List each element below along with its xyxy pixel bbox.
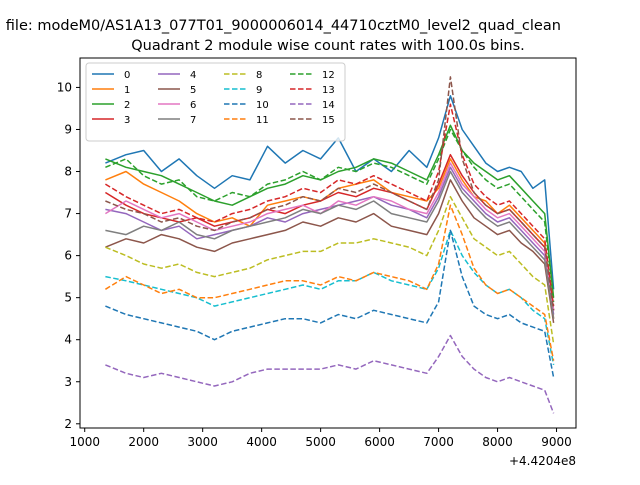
series-line-11: [105, 204, 555, 361]
legend-box: [85, 62, 346, 142]
legend-label-4: 4: [190, 70, 196, 81]
legend-label-8: 8: [256, 70, 262, 81]
x-tick-label: 1000: [69, 435, 100, 449]
legend-label-6: 6: [190, 100, 196, 111]
legend-label-15: 15: [322, 115, 335, 126]
plot-area: [105, 76, 555, 414]
x-axis: 1000 2000 3000 4000 5000 6000 7000 8000 9000: [69, 428, 572, 449]
legend-label-14: 14: [322, 100, 335, 111]
y-tick-label: 9: [64, 122, 72, 136]
y-axis: 2 3 4 5 6 7 8 9 10: [57, 80, 80, 431]
legend-label-1: 1: [124, 85, 130, 96]
legend-label-3: 3: [124, 115, 130, 126]
x-tick-label: 5000: [305, 435, 336, 449]
legend-label-7: 7: [190, 115, 196, 126]
series-line-7: [105, 170, 555, 319]
series-line-15: [105, 76, 555, 311]
axes-frame: [79, 57, 577, 429]
y-tick-label: 10: [57, 80, 72, 94]
series-line-0: [105, 95, 555, 290]
y-tick-label: 7: [64, 207, 72, 221]
series-line-13: [105, 103, 555, 307]
legend-label-11: 11: [256, 115, 269, 126]
y-tick-label: 3: [64, 375, 72, 389]
legend-label-12: 12: [322, 70, 335, 81]
y-tick-label: 6: [64, 249, 72, 263]
series-line-5: [105, 179, 555, 324]
legend-label-5: 5: [190, 85, 196, 96]
legend-label-9: 9: [256, 85, 262, 96]
legend-label-2: 2: [124, 100, 130, 111]
legend-label-10: 10: [256, 100, 269, 111]
x-tick-label: 4000: [246, 435, 277, 449]
series-line-14: [105, 334, 555, 414]
y-tick-label: 5: [64, 291, 72, 305]
series-line-12: [105, 128, 555, 302]
legend-label-0: 0: [124, 70, 130, 81]
series-line-10: [105, 229, 555, 378]
x-offset-label: +4.4204e8: [509, 454, 576, 468]
x-tick-label: 9000: [541, 435, 572, 449]
chart-title: Quadrant 2 module wise count rates with …: [131, 38, 525, 54]
series-line-2: [105, 124, 555, 298]
x-tick-label: 6000: [364, 435, 395, 449]
series-line-8: [105, 195, 555, 345]
legend-label-13: 13: [322, 85, 335, 96]
series-line-6: [105, 162, 555, 311]
y-tick-label: 8: [64, 165, 72, 179]
x-tick-label: 7000: [423, 435, 454, 449]
x-tick-label: 8000: [482, 435, 513, 449]
figure-suptitle: n file: modeM0/AS1A13_077T01_9000006014_…: [0, 18, 561, 34]
series-line-4: [105, 166, 555, 315]
x-tick-label: 3000: [187, 435, 218, 449]
y-tick-label: 4: [64, 333, 72, 347]
y-tick-label: 2: [64, 417, 72, 431]
x-tick-label: 2000: [128, 435, 159, 449]
